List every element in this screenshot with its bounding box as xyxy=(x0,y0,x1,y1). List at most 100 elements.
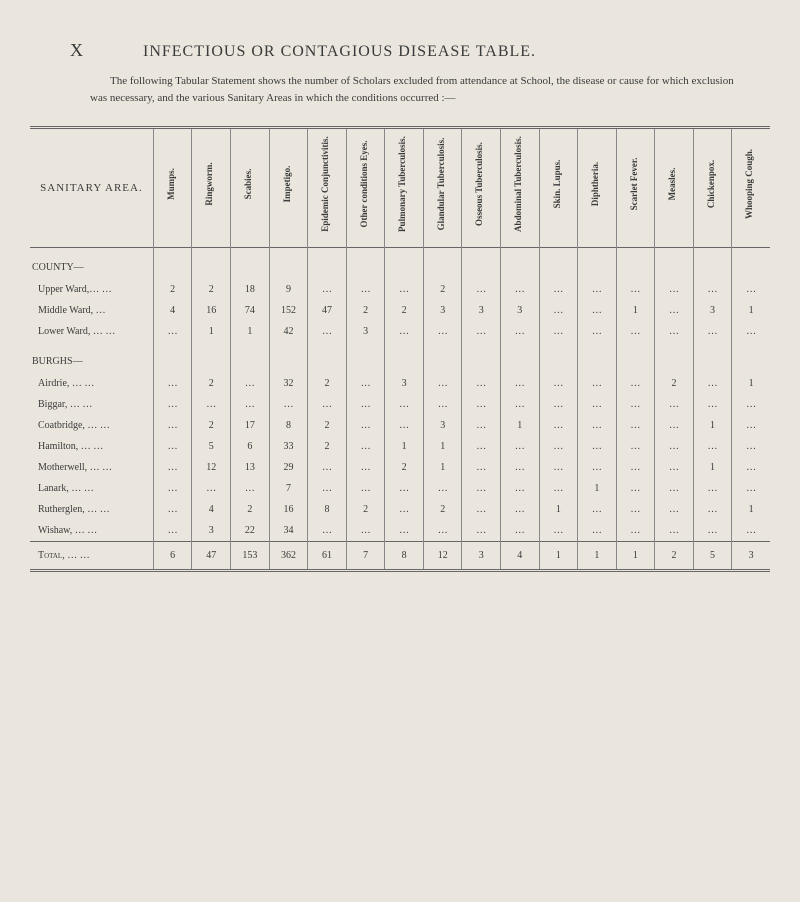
data-cell: … xyxy=(462,436,501,457)
data-cell: … xyxy=(732,520,770,542)
total-cell: 1 xyxy=(616,542,655,571)
data-cell: … xyxy=(578,520,617,542)
empty-cell xyxy=(231,248,270,280)
table-row: Airdrie, … ……2…322…3………………2…1 xyxy=(30,373,770,394)
table-row: Wishaw, … ……32234……………………………… xyxy=(30,520,770,542)
data-cell: 42 xyxy=(269,321,308,342)
data-cell: … xyxy=(231,394,270,415)
data-cell: … xyxy=(308,394,347,415)
total-cell: 1 xyxy=(578,542,617,571)
empty-cell xyxy=(655,248,694,280)
data-cell: 2 xyxy=(385,300,424,321)
data-cell: 7 xyxy=(269,478,308,499)
total-cell: 362 xyxy=(269,542,308,571)
data-cell: … xyxy=(539,394,578,415)
column-header: Chickenpox. xyxy=(693,128,732,248)
empty-cell xyxy=(192,342,231,373)
data-cell: … xyxy=(578,279,617,300)
data-cell: … xyxy=(539,478,578,499)
data-cell: 2 xyxy=(423,279,462,300)
data-cell: 1 xyxy=(693,457,732,478)
column-header: Epidemic Conjunctivitis. xyxy=(308,128,347,248)
data-cell: … xyxy=(655,279,694,300)
data-cell: 12 xyxy=(192,457,231,478)
data-cell: 74 xyxy=(231,300,270,321)
data-cell: 2 xyxy=(346,300,385,321)
data-cell: … xyxy=(501,478,540,499)
disease-table: SANITARY AREA. Mumps.Ringworm.Scabies.Im… xyxy=(30,126,770,572)
data-cell: … xyxy=(578,436,617,457)
total-cell: 3 xyxy=(732,542,770,571)
data-cell: … xyxy=(501,394,540,415)
data-cell: … xyxy=(616,394,655,415)
data-cell: 2 xyxy=(192,373,231,394)
data-cell: … xyxy=(462,457,501,478)
data-cell: … xyxy=(732,415,770,436)
data-cell: 3 xyxy=(192,520,231,542)
column-header: Mumps. xyxy=(153,128,192,248)
data-cell: 32 xyxy=(269,373,308,394)
data-cell: … xyxy=(462,279,501,300)
data-cell: … xyxy=(578,415,617,436)
data-cell: … xyxy=(346,457,385,478)
total-cell: 3 xyxy=(462,542,501,571)
data-cell: … xyxy=(693,321,732,342)
area-header: SANITARY AREA. xyxy=(30,128,153,248)
empty-cell xyxy=(616,248,655,280)
empty-cell xyxy=(153,342,192,373)
empty-cell xyxy=(732,342,770,373)
total-cell: 12 xyxy=(423,542,462,571)
empty-cell xyxy=(462,342,501,373)
data-cell: … xyxy=(616,321,655,342)
data-cell: 2 xyxy=(192,415,231,436)
data-cell: … xyxy=(153,520,192,542)
data-cell: … xyxy=(539,457,578,478)
data-cell: … xyxy=(501,520,540,542)
data-cell: … xyxy=(539,300,578,321)
data-cell: … xyxy=(423,321,462,342)
data-cell: 2 xyxy=(231,499,270,520)
data-cell: … xyxy=(539,279,578,300)
data-cell: … xyxy=(616,457,655,478)
data-cell: … xyxy=(153,436,192,457)
data-cell: … xyxy=(346,436,385,457)
total-cell: 6 xyxy=(153,542,192,571)
data-cell: 152 xyxy=(269,300,308,321)
data-cell: … xyxy=(153,478,192,499)
empty-cell xyxy=(269,248,308,280)
data-cell: … xyxy=(693,279,732,300)
column-header: Pulmonary Tuberculosis. xyxy=(385,128,424,248)
data-cell: … xyxy=(732,321,770,342)
empty-cell xyxy=(385,342,424,373)
data-cell: … xyxy=(385,321,424,342)
data-cell: … xyxy=(732,279,770,300)
data-cell: … xyxy=(501,499,540,520)
area-name: Upper Ward,… … xyxy=(30,279,153,300)
column-header: Scabies. xyxy=(231,128,270,248)
data-cell: … xyxy=(462,394,501,415)
data-cell: 1 xyxy=(385,436,424,457)
data-cell: 47 xyxy=(308,300,347,321)
data-cell: … xyxy=(153,415,192,436)
data-cell: 4 xyxy=(153,300,192,321)
intro-text: The following Tabular Statement shows th… xyxy=(90,73,750,106)
data-cell: 3 xyxy=(346,321,385,342)
data-cell: … xyxy=(346,520,385,542)
data-cell: 2 xyxy=(192,279,231,300)
empty-cell xyxy=(462,248,501,280)
data-cell: … xyxy=(616,279,655,300)
data-cell: 13 xyxy=(231,457,270,478)
data-cell: 2 xyxy=(346,499,385,520)
data-cell: 1 xyxy=(231,321,270,342)
data-cell: … xyxy=(655,457,694,478)
data-cell: … xyxy=(423,520,462,542)
area-name: Rutherglen, … … xyxy=(30,499,153,520)
data-cell: 5 xyxy=(192,436,231,457)
data-cell: 1 xyxy=(423,457,462,478)
data-cell: … xyxy=(616,415,655,436)
data-cell: … xyxy=(539,436,578,457)
empty-cell xyxy=(539,342,578,373)
data-cell: … xyxy=(655,520,694,542)
data-cell: 18 xyxy=(231,279,270,300)
table-row: Lower Ward, … ……1142…3………………………… xyxy=(30,321,770,342)
